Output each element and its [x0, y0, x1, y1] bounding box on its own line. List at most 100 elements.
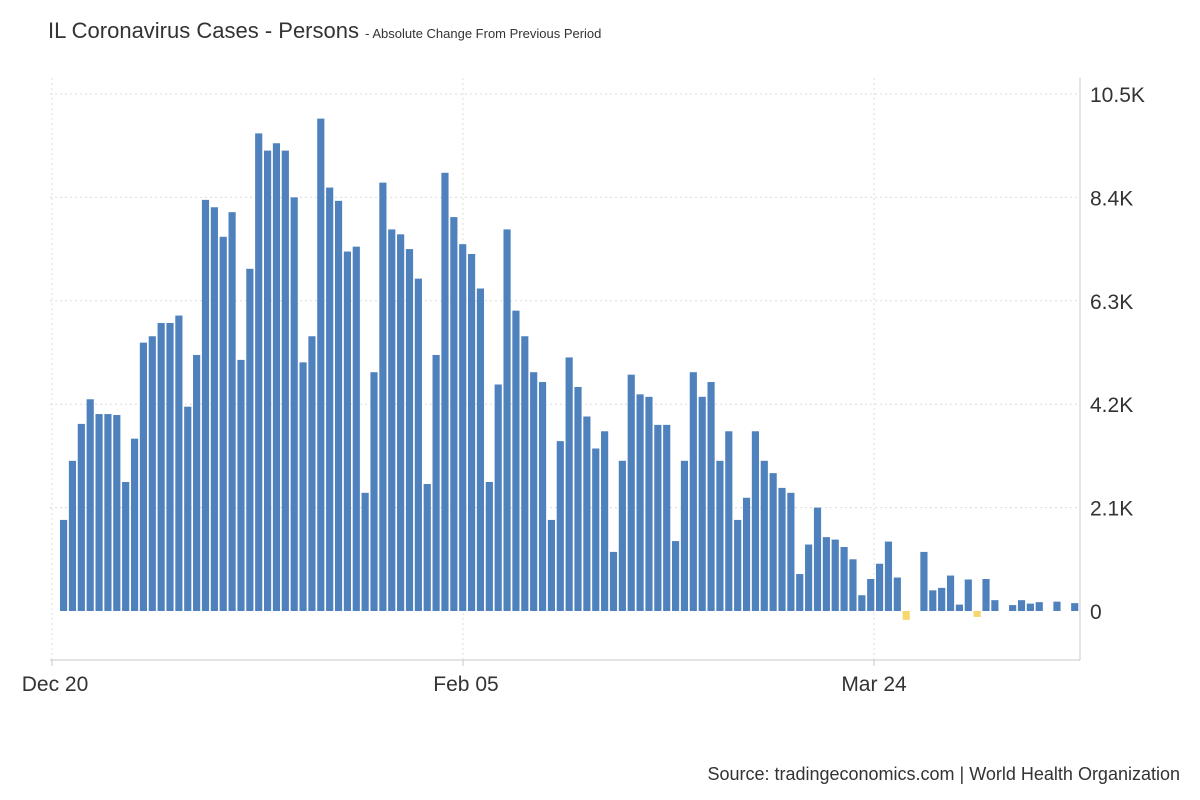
- bar[interactable]: [1026, 603, 1034, 611]
- bar[interactable]: [379, 182, 387, 611]
- bar[interactable]: [876, 563, 884, 611]
- bar[interactable]: [946, 575, 955, 611]
- bar[interactable]: [343, 251, 351, 611]
- bar[interactable]: [317, 118, 325, 612]
- bar[interactable]: [290, 197, 298, 611]
- bar[interactable]: [228, 212, 236, 612]
- bar[interactable]: [414, 278, 422, 611]
- bar[interactable]: [476, 288, 485, 611]
- bar[interactable]: [1009, 605, 1017, 611]
- bar[interactable]: [840, 546, 848, 611]
- bar[interactable]: [148, 336, 156, 611]
- bar[interactable]: [929, 590, 937, 611]
- bar[interactable]: [68, 460, 77, 611]
- bar[interactable]: [973, 611, 981, 617]
- bar[interactable]: [299, 362, 307, 611]
- bar[interactable]: [77, 423, 85, 611]
- bar[interactable]: [60, 519, 68, 611]
- bar[interactable]: [201, 199, 210, 612]
- bar[interactable]: [530, 372, 538, 611]
- bar[interactable]: [867, 579, 875, 611]
- bar[interactable]: [583, 416, 591, 611]
- bar[interactable]: [219, 236, 227, 612]
- bar[interactable]: [796, 574, 804, 611]
- bar[interactable]: [787, 492, 795, 611]
- bar[interactable]: [113, 415, 121, 611]
- bar[interactable]: [822, 537, 830, 611]
- bar[interactable]: [441, 172, 449, 611]
- bar[interactable]: [157, 322, 165, 611]
- bar[interactable]: [281, 150, 289, 611]
- bar[interactable]: [831, 539, 839, 611]
- bar[interactable]: [618, 460, 626, 611]
- bar[interactable]: [237, 359, 245, 611]
- bar[interactable]: [503, 229, 511, 611]
- bar[interactable]: [751, 431, 759, 611]
- bar[interactable]: [654, 424, 662, 611]
- bar[interactable]: [680, 460, 689, 611]
- bar[interactable]: [193, 354, 201, 611]
- bar[interactable]: [423, 483, 431, 611]
- bar[interactable]: [884, 541, 893, 611]
- bar[interactable]: [663, 424, 671, 611]
- bar[interactable]: [86, 399, 94, 611]
- bar[interactable]: [122, 482, 130, 611]
- bar[interactable]: [210, 207, 218, 611]
- bar[interactable]: [938, 587, 946, 611]
- bar[interactable]: [592, 448, 600, 611]
- bar[interactable]: [255, 133, 263, 611]
- bar[interactable]: [130, 438, 139, 611]
- bar[interactable]: [166, 322, 174, 611]
- bar[interactable]: [609, 551, 618, 611]
- bar[interactable]: [538, 382, 547, 611]
- bar[interactable]: [698, 396, 706, 611]
- bar[interactable]: [893, 577, 901, 611]
- bar[interactable]: [326, 187, 334, 612]
- bar[interactable]: [308, 336, 316, 611]
- bar[interactable]: [1071, 603, 1079, 611]
- bar[interactable]: [645, 396, 653, 611]
- bar[interactable]: [601, 431, 609, 611]
- bar[interactable]: [725, 431, 733, 611]
- bar[interactable]: [760, 460, 768, 611]
- bar[interactable]: [1053, 601, 1061, 611]
- bar[interactable]: [716, 460, 724, 611]
- bar[interactable]: [813, 507, 822, 611]
- bar[interactable]: [334, 200, 343, 611]
- bar[interactable]: [184, 406, 192, 611]
- bar[interactable]: [982, 579, 990, 611]
- bar[interactable]: [556, 441, 564, 611]
- bar[interactable]: [920, 551, 928, 611]
- bar[interactable]: [264, 150, 272, 611]
- bar[interactable]: [468, 254, 476, 611]
- bar[interactable]: [707, 382, 715, 611]
- bar[interactable]: [405, 249, 414, 611]
- bar[interactable]: [485, 482, 493, 611]
- bar[interactable]: [964, 579, 972, 611]
- bar[interactable]: [902, 611, 910, 620]
- bar[interactable]: [1017, 600, 1026, 611]
- bar[interactable]: [778, 487, 786, 611]
- bar[interactable]: [521, 336, 529, 611]
- bar[interactable]: [858, 595, 866, 611]
- bar[interactable]: [95, 414, 103, 611]
- bar[interactable]: [175, 315, 183, 611]
- bar[interactable]: [139, 342, 147, 611]
- bar[interactable]: [361, 492, 369, 611]
- bar[interactable]: [370, 372, 378, 611]
- bar[interactable]: [494, 384, 502, 612]
- bar[interactable]: [672, 541, 680, 611]
- bar[interactable]: [689, 372, 697, 611]
- bar[interactable]: [272, 143, 281, 612]
- bar[interactable]: [459, 244, 467, 611]
- bar[interactable]: [805, 544, 813, 611]
- bar[interactable]: [397, 234, 405, 611]
- bar[interactable]: [627, 374, 635, 611]
- bar[interactable]: [955, 604, 963, 611]
- bar[interactable]: [769, 473, 777, 611]
- bar[interactable]: [512, 310, 520, 611]
- bar[interactable]: [547, 519, 555, 611]
- bar[interactable]: [1035, 602, 1043, 611]
- bar[interactable]: [450, 217, 458, 611]
- bar[interactable]: [991, 600, 999, 611]
